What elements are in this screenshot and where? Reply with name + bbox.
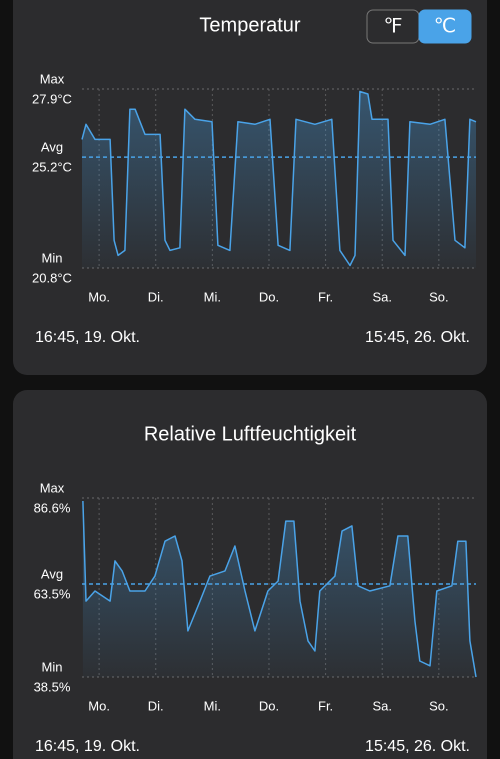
y-tick-name: Min <box>42 659 63 674</box>
x-tick-label: Do. <box>259 289 279 304</box>
x-tick-label: So. <box>429 289 449 304</box>
y-tick-name: Avg <box>41 140 63 155</box>
chart-title: Temperatur <box>199 14 300 36</box>
x-tick-label: So. <box>429 698 449 713</box>
start-time: 16:45, 19. Okt. <box>35 738 140 755</box>
area <box>82 501 477 677</box>
unit-label: ℃ <box>434 15 456 37</box>
x-tick-label: Sa. <box>372 698 392 713</box>
start-time: 16:45, 19. Okt. <box>35 329 140 346</box>
y-tick-label: 25.2°C <box>32 160 72 175</box>
y-tick-name: Avg <box>41 566 63 581</box>
line <box>81 90 477 267</box>
chart-title: Relative Luftfeuchtigkeit <box>144 423 357 445</box>
unit-label: ℉ <box>383 15 402 37</box>
area <box>82 91 476 268</box>
end-time: 15:45, 26. Okt. <box>365 329 470 346</box>
y-tick-label: 27.9°C <box>32 91 72 106</box>
y-tick-label: 20.8°C <box>32 270 72 285</box>
x-tick-label: Do. <box>259 698 279 713</box>
y-tick-label: 38.5% <box>34 679 71 694</box>
end-time: 15:45, 26. Okt. <box>365 738 470 755</box>
y-tick-name: Max <box>40 71 65 86</box>
y-tick-name: Max <box>40 480 65 495</box>
x-tick-label: Mi. <box>204 289 221 304</box>
x-tick-label: Di. <box>148 698 164 713</box>
y-tick-name: Min <box>42 250 63 265</box>
x-tick-label: Fr. <box>318 698 333 713</box>
x-tick-label: Mo. <box>88 698 110 713</box>
line <box>82 500 477 678</box>
x-tick-label: Mi. <box>204 698 221 713</box>
unit-option[interactable] <box>418 9 472 44</box>
y-tick-label: 86.6% <box>34 500 71 515</box>
x-tick-label: Di. <box>148 289 164 304</box>
x-tick-label: Mo. <box>88 289 110 304</box>
x-tick-label: Sa. <box>372 289 392 304</box>
unit-toggle: ℉ ℃ <box>366 9 472 44</box>
y-tick-label: 63.5% <box>34 586 71 601</box>
x-tick-label: Fr. <box>318 289 333 304</box>
